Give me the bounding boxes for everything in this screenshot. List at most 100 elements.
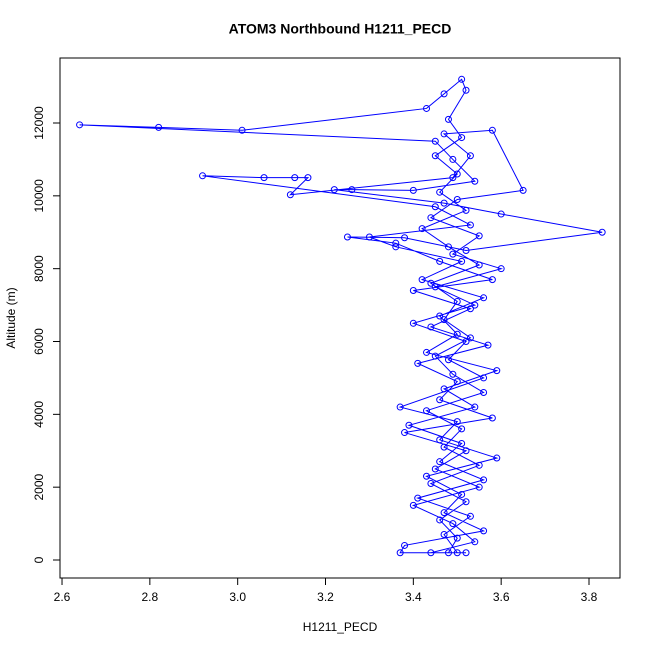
data-point	[449, 370, 457, 378]
data-point	[436, 436, 444, 444]
y-tick-label: 10000	[32, 179, 46, 213]
data-point	[475, 261, 483, 269]
data-point	[488, 414, 496, 422]
data-point	[519, 186, 527, 194]
data-point	[76, 121, 84, 129]
data-point	[453, 378, 461, 386]
data-point	[497, 265, 505, 273]
data-point	[436, 396, 444, 404]
data-line	[79, 78, 603, 554]
y-tick-label: 0	[32, 556, 46, 563]
data-point	[365, 233, 373, 241]
data-point	[480, 388, 488, 396]
data-point	[453, 549, 461, 557]
data-point	[440, 130, 448, 138]
data-point	[453, 534, 461, 542]
x-tick-label: 3.2	[317, 590, 334, 604]
data-point	[396, 549, 404, 557]
x-tick-label: 2.6	[54, 590, 71, 604]
data-point	[401, 429, 409, 437]
data-point	[453, 297, 461, 305]
data-point	[304, 174, 312, 182]
data-point	[458, 134, 466, 142]
data-point	[427, 214, 435, 222]
data-point	[427, 279, 435, 287]
data-point	[453, 170, 461, 178]
chart-title: ATOM3 Northbound H1211_PECD	[229, 21, 452, 37]
data-point	[199, 172, 207, 180]
data-point	[440, 316, 448, 324]
x-tick-label: 3.8	[581, 590, 598, 604]
data-point	[488, 126, 496, 134]
data-point	[462, 498, 470, 506]
data-point	[423, 348, 431, 356]
data-point	[436, 516, 444, 524]
data-point	[431, 152, 439, 160]
data-point	[238, 126, 246, 134]
data-point	[488, 276, 496, 284]
data-point	[453, 195, 461, 203]
data-point	[431, 203, 439, 211]
data-point	[392, 239, 400, 247]
data-point	[431, 352, 439, 360]
data-point	[598, 228, 606, 236]
data-point	[401, 541, 409, 549]
data-point	[401, 234, 409, 242]
data-point	[475, 461, 483, 469]
data-point	[418, 225, 426, 233]
data-point	[475, 483, 483, 491]
data-point	[427, 549, 435, 557]
data-point	[444, 356, 452, 364]
x-tick-label: 3.0	[229, 590, 246, 604]
data-point	[436, 312, 444, 320]
data-point	[471, 403, 479, 411]
x-axis-label: H1211_PECD	[303, 620, 378, 634]
data-point	[423, 407, 431, 415]
data-point	[462, 447, 470, 455]
data-point	[440, 509, 448, 517]
data-point	[343, 233, 351, 241]
data-point	[458, 490, 466, 498]
data-point	[286, 191, 294, 199]
data-point	[260, 174, 268, 182]
y-axis-label: Altitude (m)	[4, 287, 18, 348]
data-point	[449, 520, 457, 528]
data-point	[155, 123, 163, 131]
data-point	[458, 425, 466, 433]
data-point	[418, 276, 426, 284]
data-point	[453, 418, 461, 426]
x-tick-label: 3.6	[493, 590, 510, 604]
data-point	[409, 501, 417, 509]
data-point	[449, 250, 457, 258]
data-point	[466, 152, 474, 160]
y-tick-label: 8000	[32, 255, 46, 282]
data-point	[440, 385, 448, 393]
data-point	[458, 439, 466, 447]
data-point	[453, 330, 461, 338]
data-point	[466, 221, 474, 229]
data-point	[405, 421, 413, 429]
data-point	[466, 305, 474, 313]
data-point	[458, 75, 466, 83]
data-point	[480, 476, 488, 484]
data-point	[471, 301, 479, 309]
data-point	[466, 512, 474, 520]
data-point	[348, 186, 356, 194]
data-point	[440, 531, 448, 539]
data-point	[480, 294, 488, 302]
data-point	[396, 403, 404, 411]
data-point	[444, 115, 452, 123]
data-point	[493, 367, 501, 375]
y-tick-label: 2000	[32, 474, 46, 501]
data-point	[471, 177, 479, 185]
x-tick-label: 3.4	[405, 590, 422, 604]
data-point	[462, 86, 470, 94]
data-point	[462, 549, 470, 557]
data-point	[431, 283, 439, 291]
data-point	[497, 210, 505, 218]
plot-frame	[59, 57, 621, 579]
data-point	[423, 104, 431, 112]
y-tick-label: 6000	[32, 328, 46, 355]
data-point	[436, 458, 444, 466]
